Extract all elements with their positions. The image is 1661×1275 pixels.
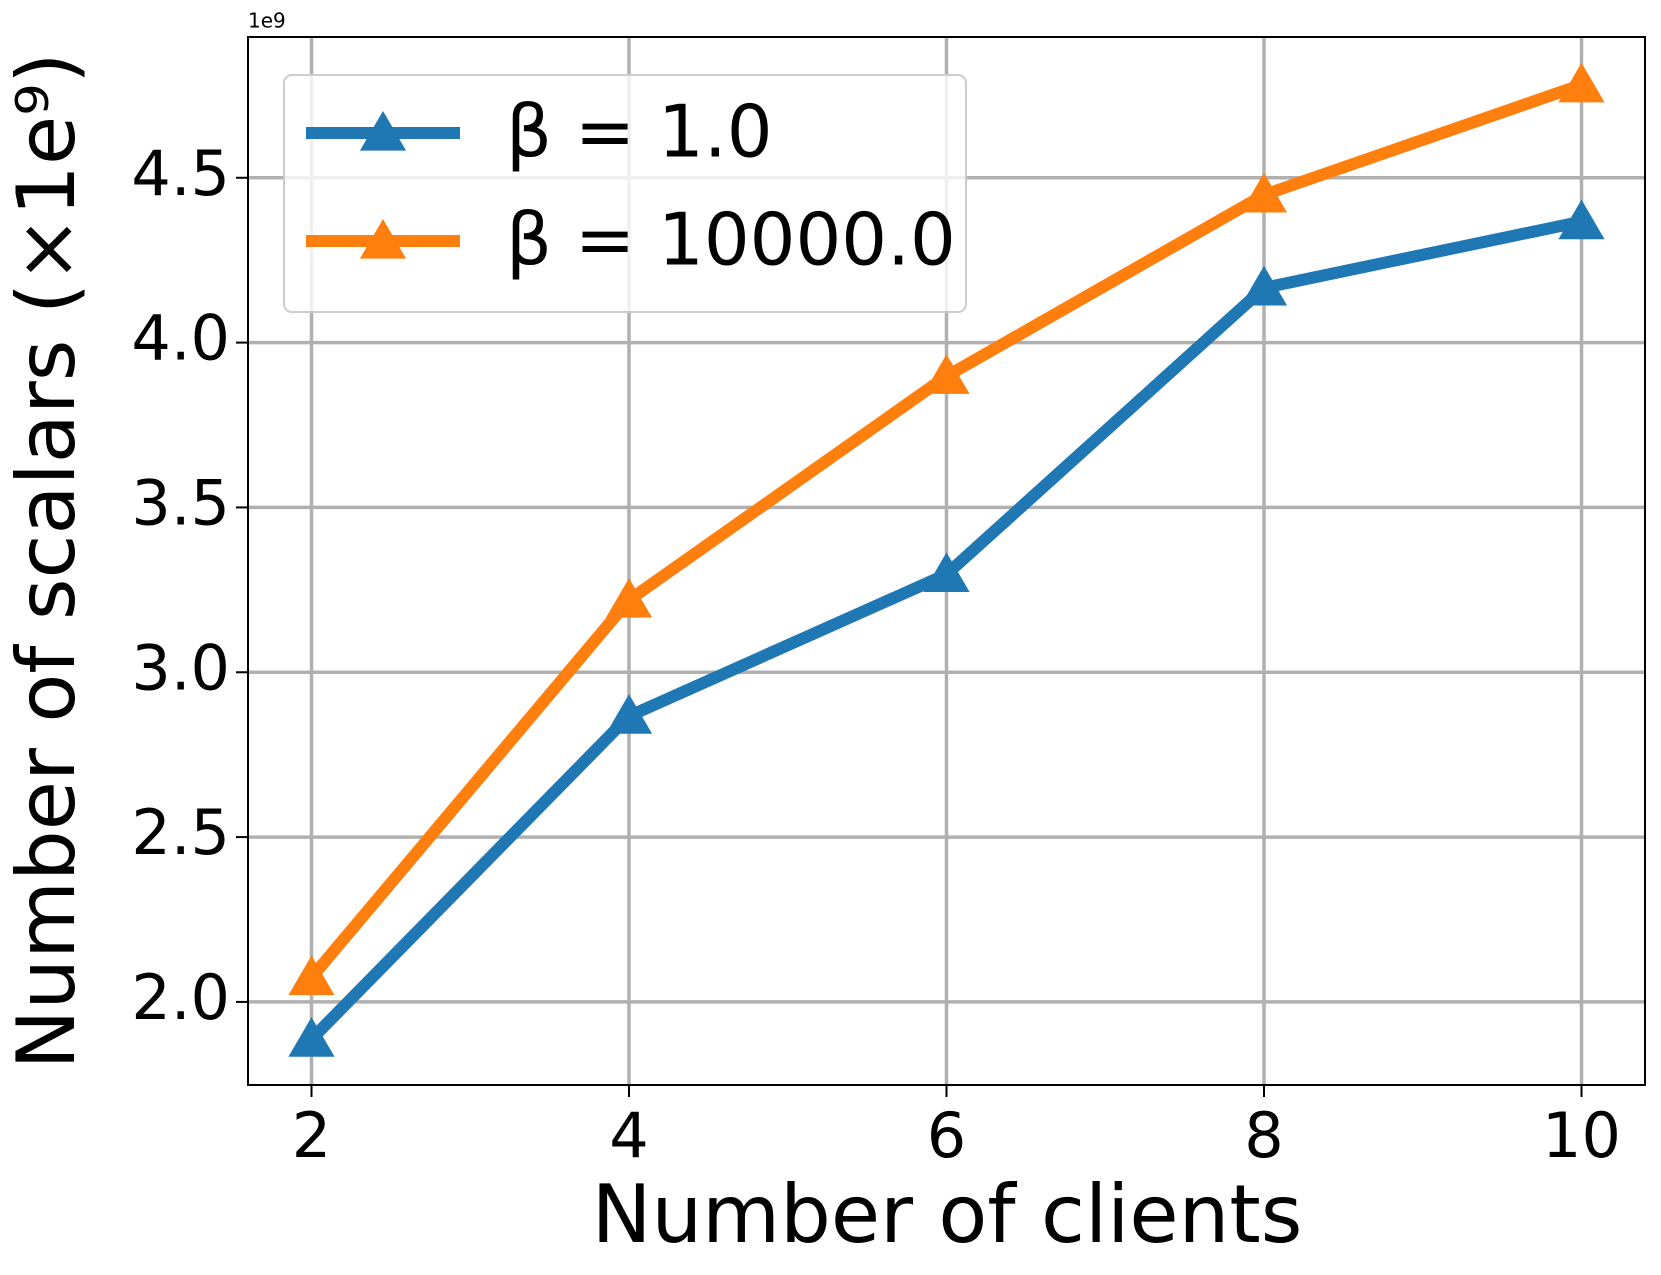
y-axis-label: Number of scalars (×1e⁹): [0, 53, 93, 1070]
marker: [1240, 265, 1288, 306]
y-tick-label: 3.5: [131, 467, 230, 540]
marker: [1558, 62, 1605, 103]
y-tick-label: 2.0: [131, 961, 230, 1034]
x-tick-label: 8: [1244, 1099, 1283, 1172]
legend-marker: [359, 111, 407, 151]
y-tick-label: 3.0: [131, 631, 230, 704]
x-tick-label: 4: [609, 1099, 648, 1172]
x-tick-label: 10: [1542, 1099, 1621, 1172]
marker: [605, 694, 653, 734]
marker: [605, 578, 653, 618]
marker: [1558, 199, 1605, 240]
plot-frame: [247, 36, 1646, 1086]
x-tick-label: 2: [292, 1099, 331, 1172]
legend-label: β = 10000.0: [506, 198, 956, 282]
marker: [1240, 172, 1288, 213]
y-tick-label: 4.0: [131, 302, 230, 375]
marker: [288, 955, 335, 996]
y-tick-label: 2.5: [131, 796, 230, 869]
marker: [923, 354, 970, 394]
y-tick-label: 4.5: [131, 137, 230, 210]
marker: [288, 1017, 335, 1057]
legend-label: β = 1.0: [506, 90, 773, 174]
x-tick-label: 6: [927, 1099, 966, 1172]
legend-marker: [359, 219, 407, 259]
marker: [923, 552, 970, 592]
y-offset-label: 1e9: [248, 9, 286, 33]
x-axis-label: Number of clients: [592, 1168, 1303, 1261]
